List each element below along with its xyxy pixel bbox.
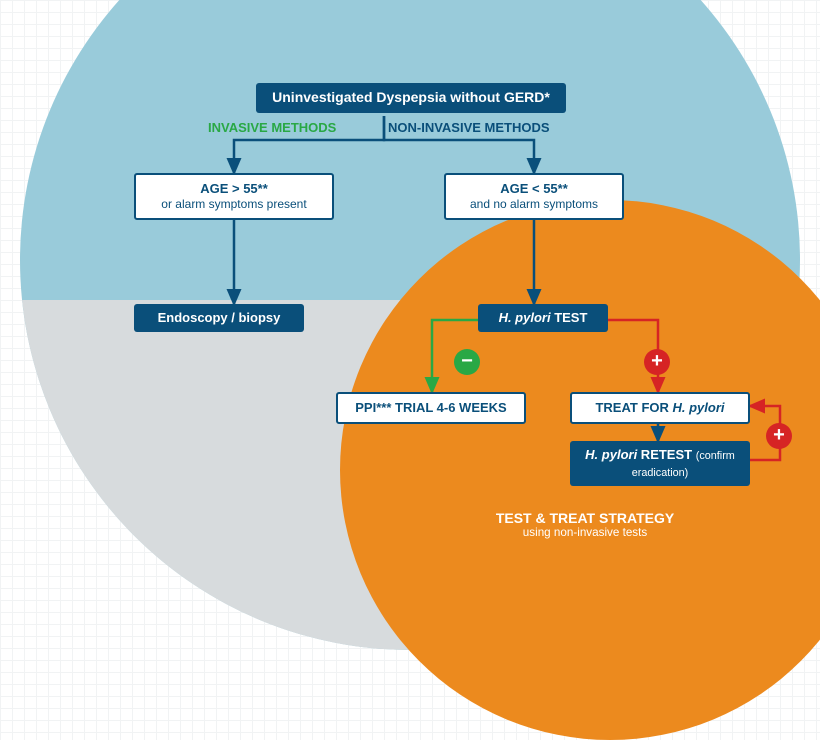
node-endoscopy: Endoscopy / biopsy (134, 304, 304, 332)
node-age-under-55: AGE < 55** and no alarm symptoms (444, 173, 624, 220)
badge-positive: + (644, 349, 670, 375)
node-treat-text: TREAT FOR H. pylori (595, 400, 724, 415)
node-root-text: Uninvestigated Dyspepsia without GERD* (272, 89, 550, 105)
node-age-under-line1: AGE < 55** (500, 181, 568, 196)
node-hp-test: H. pylori TEST (478, 304, 608, 332)
node-ppi-trial: PPI*** TRIAL 4-6 WEEKS (336, 392, 526, 424)
node-treat-hp: TREAT FOR H. pylori (570, 392, 750, 424)
node-retest-line1: H. pylori RETEST (585, 447, 692, 462)
node-age-over-line2: or alarm symptoms present (146, 197, 322, 212)
node-root: Uninvestigated Dyspepsia without GERD* (256, 83, 566, 113)
node-age-under-line2: and no alarm symptoms (456, 197, 612, 212)
strategy-line1: TEST & TREAT STRATEGY (496, 510, 674, 526)
strategy-caption: TEST & TREAT STRATEGY using non-invasive… (450, 510, 720, 539)
strategy-line2: using non-invasive tests (450, 526, 720, 539)
node-hp-test-text: H. pylori TEST (499, 310, 588, 325)
badge-positive-retest: + (766, 423, 792, 449)
node-ppi-text: PPI*** TRIAL 4-6 WEEKS (355, 400, 506, 415)
label-invasive: INVASIVE METHODS (208, 120, 336, 135)
node-hp-retest: H. pylori RETEST (confirm eradication) (570, 441, 750, 486)
node-age-over-line1: AGE > 55** (200, 181, 268, 196)
node-endoscopy-text: Endoscopy / biopsy (158, 310, 281, 325)
label-noninvasive: NON-INVASIVE METHODS (388, 120, 550, 135)
flowchart-stage: Uninvestigated Dyspepsia without GERD* I… (0, 0, 820, 563)
node-age-over-55: AGE > 55** or alarm symptoms present (134, 173, 334, 220)
badge-negative: − (454, 349, 480, 375)
